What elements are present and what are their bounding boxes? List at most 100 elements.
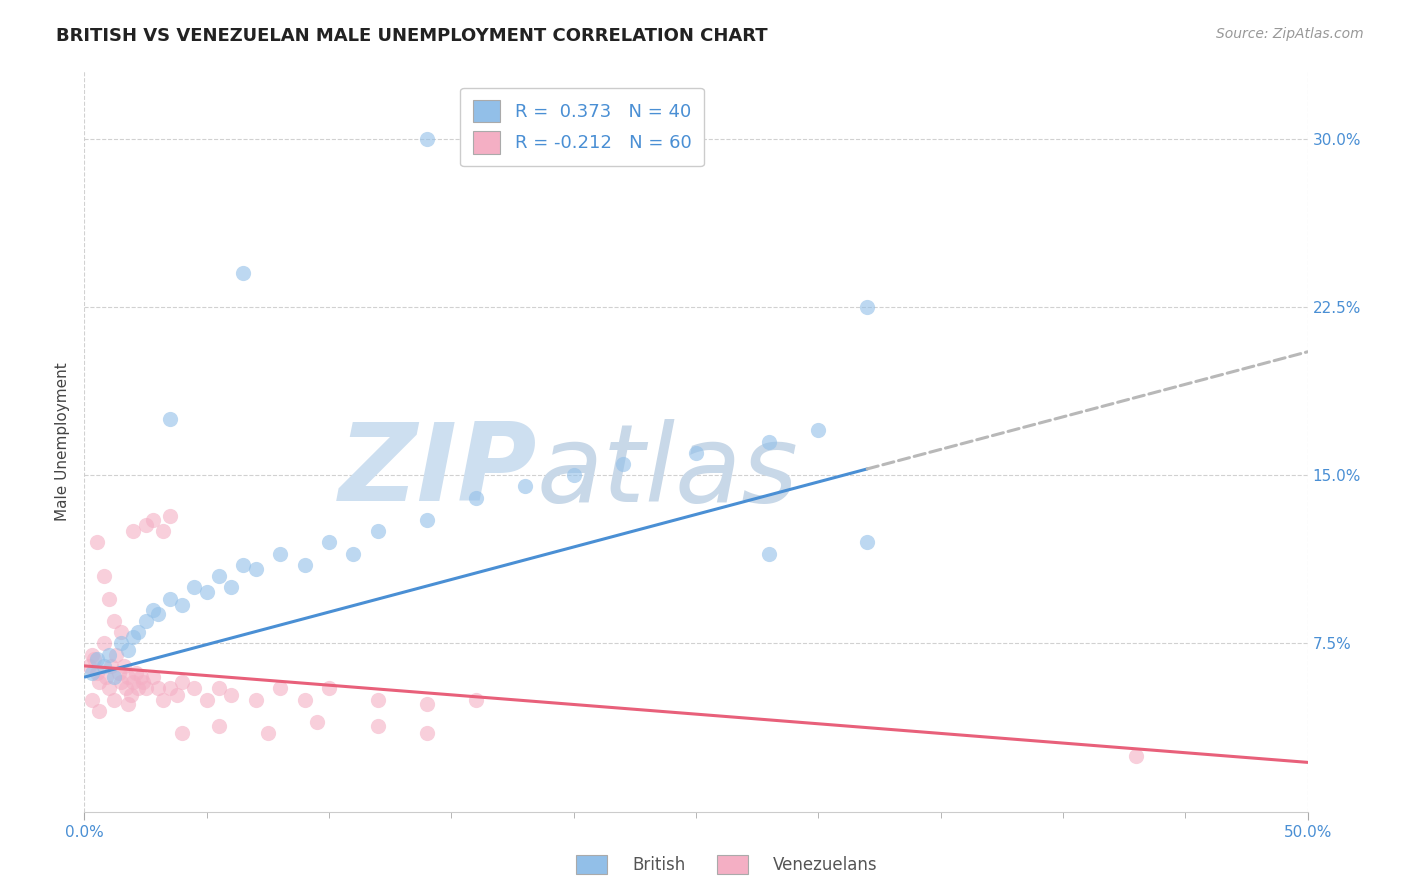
Point	[135, 681, 157, 696]
Point	[97, 681, 120, 696]
Point	[685, 446, 707, 460]
Point	[305, 714, 328, 729]
Point	[117, 670, 139, 684]
Point	[142, 603, 165, 617]
Point	[807, 423, 830, 437]
Point	[115, 681, 138, 696]
Point	[269, 681, 291, 696]
Point	[342, 547, 364, 561]
Point	[152, 524, 174, 539]
Point	[208, 719, 231, 733]
Point	[93, 569, 115, 583]
Point	[208, 681, 231, 696]
Point	[245, 692, 267, 706]
Point	[152, 692, 174, 706]
Point	[232, 266, 254, 280]
Point	[562, 468, 585, 483]
Point	[172, 726, 194, 740]
Point	[97, 591, 120, 606]
Point	[367, 692, 389, 706]
Point	[172, 599, 194, 613]
Point	[294, 692, 316, 706]
Point	[103, 614, 125, 628]
Point	[83, 652, 105, 666]
Point	[87, 704, 110, 718]
Point	[103, 692, 125, 706]
Point	[562, 120, 585, 135]
Text: British: British	[633, 856, 686, 874]
Point	[146, 607, 169, 622]
Point	[416, 697, 439, 711]
Point	[195, 692, 218, 706]
Point	[367, 524, 389, 539]
Point	[122, 630, 145, 644]
Point	[464, 692, 486, 706]
Point	[219, 580, 242, 594]
Point	[120, 688, 142, 702]
Text: BRITISH VS VENEZUELAN MALE UNEMPLOYMENT CORRELATION CHART: BRITISH VS VENEZUELAN MALE UNEMPLOYMENT …	[56, 27, 768, 45]
Point	[758, 434, 780, 449]
Point	[856, 300, 879, 314]
Point	[318, 535, 340, 549]
Point	[103, 670, 125, 684]
Point	[122, 674, 145, 689]
Point	[105, 648, 128, 662]
Point	[110, 625, 132, 640]
Legend: R =  0.373   N = 40, R = -0.212   N = 60: R = 0.373 N = 40, R = -0.212 N = 60	[460, 87, 704, 166]
Point	[96, 670, 118, 684]
Point	[110, 674, 132, 689]
Point	[195, 585, 218, 599]
Point	[142, 670, 165, 684]
Point	[159, 591, 181, 606]
Point	[86, 665, 108, 680]
Point	[129, 670, 152, 684]
Point	[100, 659, 122, 673]
Point	[107, 665, 129, 680]
Y-axis label: Male Unemployment: Male Unemployment	[55, 362, 70, 521]
Point	[77, 659, 100, 673]
Point	[758, 547, 780, 561]
Point	[513, 479, 536, 493]
Point	[142, 513, 165, 527]
Point	[125, 665, 148, 680]
Point	[112, 659, 135, 673]
Point	[159, 508, 181, 523]
Text: atlas: atlas	[537, 418, 799, 524]
Point	[159, 412, 181, 426]
Point	[80, 665, 103, 680]
Point	[80, 692, 103, 706]
Point	[232, 558, 254, 572]
Point	[416, 513, 439, 527]
Point	[132, 674, 155, 689]
Text: Source: ZipAtlas.com: Source: ZipAtlas.com	[1216, 27, 1364, 41]
Point	[86, 535, 108, 549]
Point	[80, 648, 103, 662]
Point	[318, 681, 340, 696]
Point	[172, 674, 194, 689]
Point	[612, 457, 634, 471]
Text: Venezuelans: Venezuelans	[773, 856, 877, 874]
Point	[127, 681, 149, 696]
Point	[856, 535, 879, 549]
Point	[464, 491, 486, 505]
Point	[183, 681, 205, 696]
Text: ZIP: ZIP	[339, 418, 537, 524]
Point	[367, 719, 389, 733]
Point	[257, 726, 280, 740]
Point	[93, 636, 115, 650]
Point	[219, 688, 242, 702]
Point	[245, 562, 267, 576]
Point	[416, 726, 439, 740]
Point	[416, 131, 439, 145]
Point	[159, 681, 181, 696]
Point	[86, 652, 108, 666]
Point	[146, 681, 169, 696]
Point	[117, 697, 139, 711]
Point	[208, 569, 231, 583]
Point	[135, 614, 157, 628]
Point	[122, 524, 145, 539]
Point	[97, 648, 120, 662]
Point	[87, 674, 110, 689]
Point	[1125, 748, 1147, 763]
Point	[166, 688, 188, 702]
